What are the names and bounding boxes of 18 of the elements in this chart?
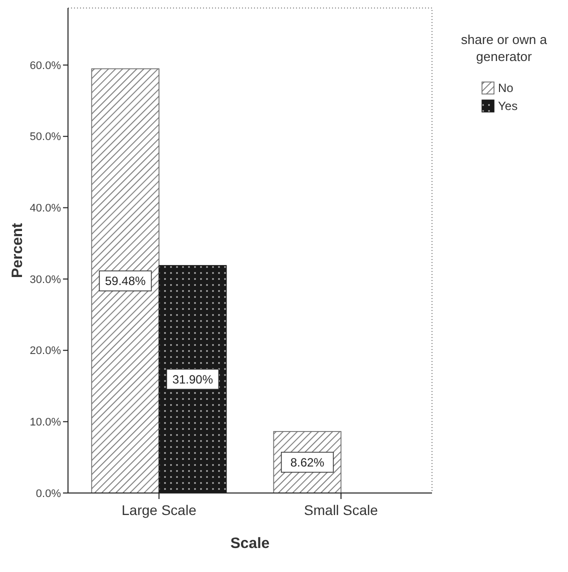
legend-title: share or own a generator — [461, 32, 548, 64]
data-label: 8.62% — [290, 455, 325, 470]
data-label: 31.90% — [172, 372, 214, 386]
y-tick-label: 10.0% — [30, 416, 62, 429]
legend-label: No — [498, 81, 514, 96]
bar — [91, 68, 160, 494]
y-tick-label: 40.0% — [30, 202, 62, 215]
y-tick-label: 20.0% — [30, 345, 62, 358]
y-axis-title: Percent — [9, 222, 26, 278]
data-label: 59.48% — [104, 274, 146, 288]
x-tick-label: Small Scale — [304, 502, 378, 518]
x-axis-title: Scale — [230, 535, 270, 552]
y-tick-label: 30.0% — [30, 274, 62, 286]
x-tick-label: Large Scale — [122, 502, 197, 518]
y-tick-label: 0.0% — [36, 488, 62, 500]
legend-label: Yes — [498, 99, 518, 114]
y-tick-label: 50.0% — [30, 131, 62, 144]
y-tick-label: 60.0% — [30, 60, 62, 72]
